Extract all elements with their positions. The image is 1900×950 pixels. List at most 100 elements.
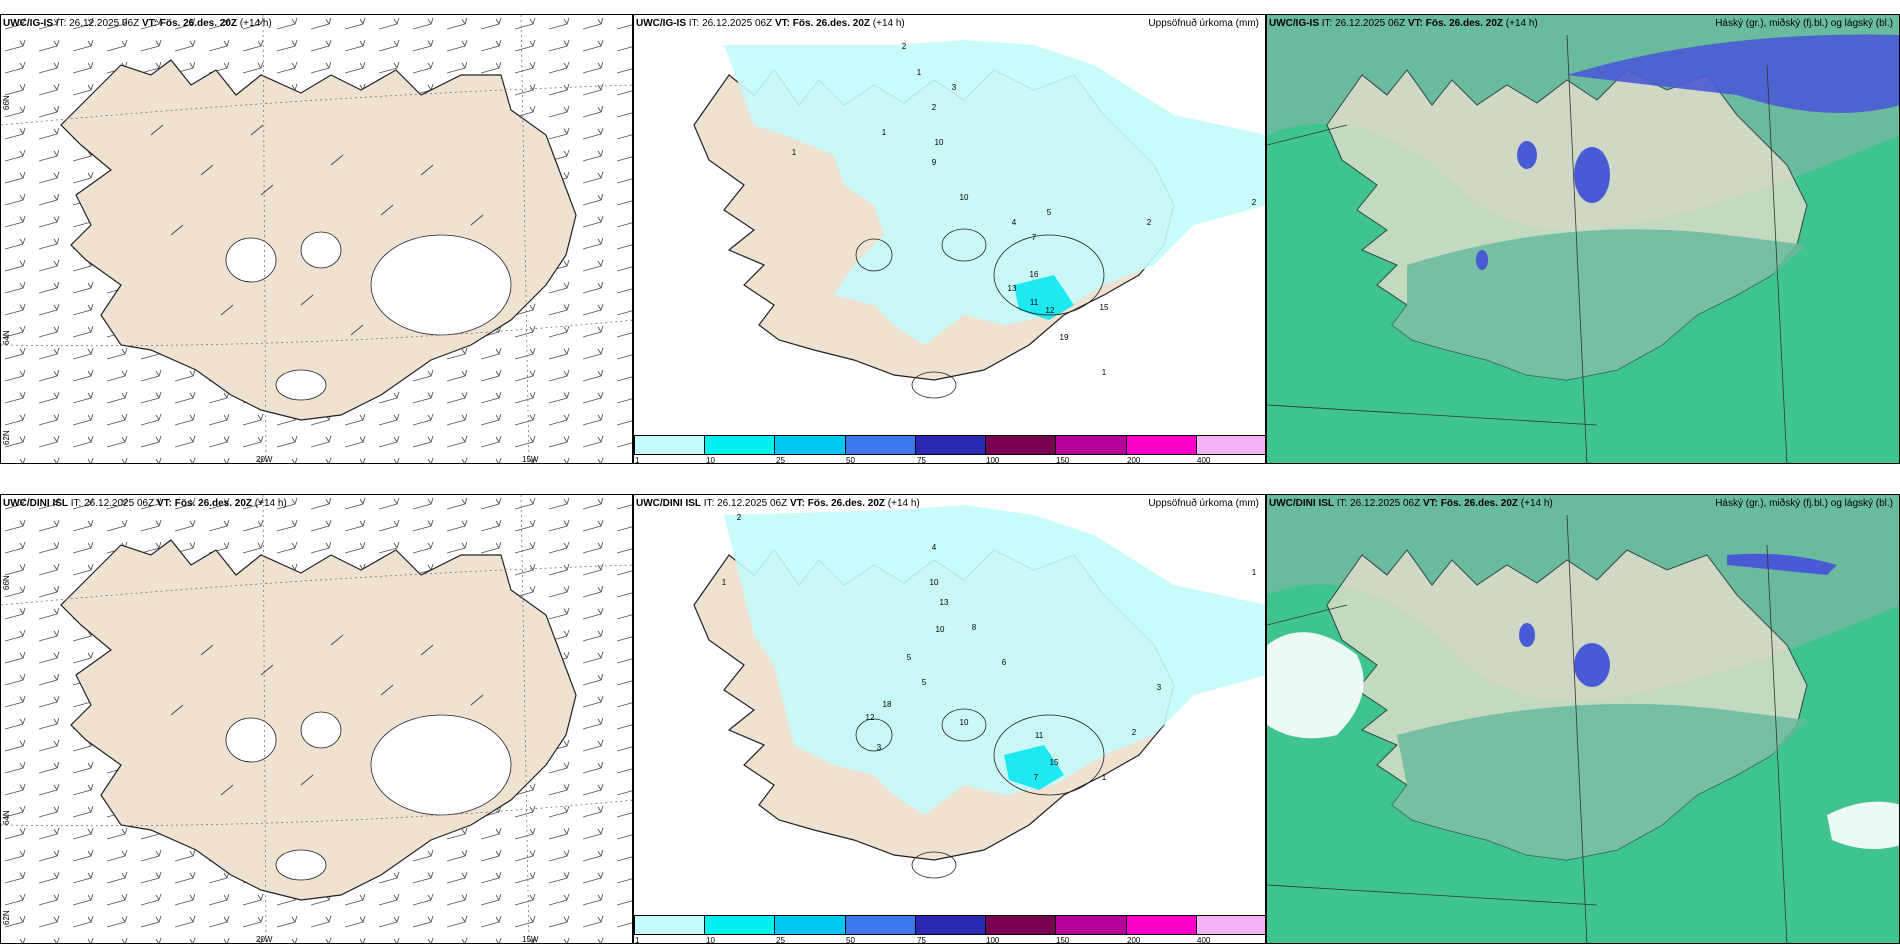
svg-text:5: 5 (1047, 208, 1052, 217)
svg-text:18: 18 (883, 700, 892, 709)
lon-label-15w: 15W (522, 455, 539, 464)
wind-panel-top: UWC/IG-IS IT: 26.12.2025 06Z VT: Fös. 26… (0, 14, 633, 464)
cloud-field-title-top: Háský (gr.), miðský (fj.bl.) og lágský (… (1715, 18, 1893, 29)
cbar-swatch-50 (845, 436, 916, 454)
cloud-panel-top: UWC/IG-IS IT: 26.12.2025 06Z VT: Fös. 26… (1266, 14, 1900, 464)
svg-text:2: 2 (932, 103, 937, 112)
cloud-panel-bottom: UWC/DINI ISL IT: 26.12.2025 06Z VT: Fös.… (1266, 494, 1900, 944)
svg-text:10: 10 (935, 138, 944, 147)
cbar-swatch-75 (915, 916, 987, 934)
precip-map-bottom: 2 1 4 10 13 8 6 5 10 12 18 3 10 11 15 7 … (693, 505, 1265, 879)
svg-text:13: 13 (940, 598, 949, 607)
precip-heavy (1014, 275, 1074, 320)
svg-text:11: 11 (1030, 298, 1039, 307)
svg-text:3: 3 (1157, 683, 1162, 692)
colorbar-ticks-bottom: 1 10 25 50 75 100 150 200 400 (635, 936, 1211, 944)
cloud-title-top: UWC/IG-IS IT: 26.12.2025 06Z VT: Fös. 26… (1269, 18, 1538, 29)
lat-label-66n: 66N (2, 575, 11, 590)
wind-title-top: UWC/IG-IS IT: 26.12.2025 06Z VT: Fös. 26… (3, 18, 272, 29)
cbar-swatch-200 (1126, 916, 1197, 934)
svg-text:4: 4 (1012, 218, 1017, 227)
svg-text:2: 2 (1252, 198, 1257, 207)
wind-map-top (1, 15, 632, 463)
svg-text:1: 1 (1102, 368, 1107, 377)
svg-text:3: 3 (877, 743, 882, 752)
lon-label-20w: 20W (256, 455, 273, 464)
precip-area (724, 505, 1265, 815)
svg-text:16: 16 (1030, 270, 1039, 279)
svg-text:3: 3 (952, 83, 957, 92)
precip-map-top: 2 1 2 3 1 1 10 9 10 4 7 5 16 13 11 12 19… (693, 40, 1265, 399)
svg-text:6: 6 (1002, 658, 1007, 667)
lat-label-64n: 64N (2, 810, 11, 825)
wind-panel-bottom: UWC/DINI ISL IT: 26.12.2025 06Z VT: Fös.… (0, 494, 633, 944)
svg-text:19: 19 (1060, 333, 1069, 342)
cbar-swatch-150 (1056, 436, 1127, 454)
lon-label-20w: 20W (256, 935, 273, 944)
white-cloud-area-east (1827, 801, 1899, 849)
precip-panel-top: 2 1 2 3 1 1 10 9 10 4 7 5 16 13 11 12 19… (633, 14, 1266, 464)
cbar-swatch-50 (845, 916, 916, 934)
svg-text:2: 2 (902, 42, 907, 51)
svg-text:15: 15 (1050, 758, 1059, 767)
precip-area (724, 40, 1265, 345)
svg-text:11: 11 (1035, 731, 1044, 740)
cloud-field-title-bottom: Háský (gr.), miðský (fj.bl.) og lágský (… (1715, 498, 1893, 509)
lon-label-15w: 15W (522, 935, 539, 944)
precip-field-title-bottom: Uppsöfnuð úrkoma (mm) (1148, 498, 1259, 509)
cloud-map-top (1267, 15, 1899, 463)
cbar-swatch-25 (775, 916, 846, 934)
lat-label-62n: 62N (2, 430, 11, 445)
lat-label-64n: 64N (2, 330, 11, 345)
svg-text:1: 1 (1102, 773, 1107, 782)
svg-text:13: 13 (1008, 284, 1017, 293)
precip-heavy (1004, 745, 1064, 790)
colorbar-bottom (634, 915, 1265, 935)
high-cloud-band (1567, 34, 1899, 113)
svg-text:2: 2 (737, 513, 742, 522)
cbar-swatch-1 (635, 436, 706, 454)
glacier-myrdalsjokull (275, 369, 327, 401)
precip-title-top: UWC/IG-IS IT: 26.12.2025 06Z VT: Fös. 26… (636, 18, 905, 29)
wind-title-bottom: UWC/DINI ISL IT: 26.12.2025 06Z VT: Fös.… (3, 498, 287, 509)
svg-text:2: 2 (1147, 218, 1152, 227)
svg-text:1: 1 (1252, 568, 1257, 577)
svg-text:1: 1 (722, 578, 727, 587)
svg-text:10: 10 (930, 578, 939, 587)
glacier-hofsjokull (300, 231, 342, 269)
svg-text:12: 12 (866, 713, 875, 722)
svg-text:10: 10 (960, 193, 969, 202)
cbar-swatch-400 (1196, 436, 1265, 454)
wind-map-bottom (1, 495, 632, 943)
svg-text:15: 15 (1100, 303, 1109, 312)
svg-text:9: 9 (932, 158, 937, 167)
svg-text:5: 5 (922, 678, 927, 687)
svg-text:4: 4 (932, 543, 937, 552)
svg-text:1: 1 (917, 68, 922, 77)
glacier-langjokull (225, 237, 277, 283)
colorbar-ticks-top: 1 10 25 50 75 100 150 200 400 (635, 456, 1211, 464)
cloud-map-bottom (1267, 495, 1899, 943)
svg-text:1: 1 (882, 128, 887, 137)
white-cloud-area (1267, 632, 1364, 739)
cbar-swatch-150 (1056, 916, 1127, 934)
precip-title-bottom: UWC/DINI ISL IT: 26.12.2025 06Z VT: Fös.… (636, 498, 920, 509)
cbar-swatch-1 (635, 916, 706, 934)
cbar-swatch-100 (986, 436, 1057, 454)
cbar-swatch-100 (986, 916, 1057, 934)
cbar-swatch-200 (1126, 436, 1197, 454)
cbar-swatch-10 (705, 436, 776, 454)
cbar-swatch-25 (775, 436, 846, 454)
cloud-title-bottom: UWC/DINI ISL IT: 26.12.2025 06Z VT: Fös.… (1269, 498, 1553, 509)
svg-text:1: 1 (792, 148, 797, 157)
svg-text:2: 2 (1132, 728, 1137, 737)
precip-field-title-top: Uppsöfnuð úrkoma (mm) (1148, 18, 1259, 29)
svg-text:10: 10 (960, 718, 969, 727)
colorbar-top (634, 435, 1265, 455)
glacier-vatnajokull (370, 234, 512, 336)
svg-text:7: 7 (1032, 233, 1037, 242)
cbar-swatch-400 (1196, 916, 1265, 934)
lat-label-66n: 66N (2, 95, 11, 110)
svg-text:10: 10 (936, 625, 945, 634)
precip-panel-bottom: 2 1 4 10 13 8 6 5 10 12 18 3 10 11 15 7 … (633, 494, 1266, 944)
